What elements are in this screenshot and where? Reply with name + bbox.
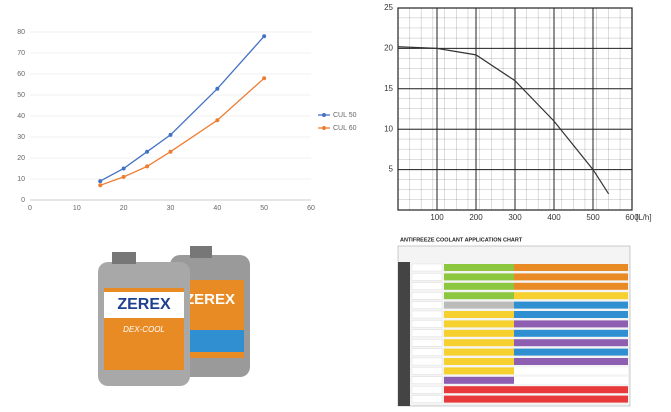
- y-tick-label: 20: [17, 155, 25, 162]
- variant: DEX-COOL: [123, 325, 165, 334]
- composite: ZEREX ZEREX DEX-COOL ANTIFREEZE COOLANT …: [0, 0, 671, 412]
- point: [98, 179, 102, 183]
- row-label: [412, 264, 442, 271]
- point: [145, 150, 149, 154]
- row-band: [444, 396, 514, 403]
- row-band: [514, 311, 628, 318]
- row-label: [412, 367, 442, 374]
- series-line: [100, 36, 264, 181]
- row-band: [444, 377, 514, 384]
- row-band: [514, 283, 628, 290]
- point: [122, 167, 126, 171]
- point: [145, 164, 149, 168]
- row-band: [514, 377, 628, 384]
- application-chart: [398, 246, 630, 406]
- x-tick-label: 200: [469, 213, 483, 222]
- product-image: ZEREX ZEREX DEX-COOL: [98, 246, 250, 386]
- row-band: [444, 358, 514, 365]
- row-band: [514, 386, 628, 393]
- y-tick-label: 40: [17, 113, 25, 120]
- point: [215, 118, 219, 122]
- brand: ZEREX: [117, 296, 171, 313]
- legend-marker: [322, 113, 326, 117]
- x-tick-label: 40: [213, 205, 221, 212]
- page: ZEREX ZEREX DEX-COOL ANTIFREEZE COOLANT …: [0, 0, 671, 412]
- row-label: [412, 339, 442, 346]
- x-tick-label: 50: [260, 205, 268, 212]
- x-axis-label: [L/h]: [636, 213, 652, 222]
- row-band: [514, 302, 628, 309]
- row-band: [514, 358, 628, 365]
- row-label: [412, 358, 442, 365]
- row-label: [412, 320, 442, 327]
- row-label: [412, 283, 442, 290]
- row-band: [514, 320, 628, 327]
- y-tick-label: 10: [384, 124, 393, 133]
- y-tick-label: 5: [389, 165, 394, 174]
- x-tick-label: 300: [508, 213, 522, 222]
- row-band: [444, 339, 514, 346]
- row-label: [412, 311, 442, 318]
- row-label: [412, 302, 442, 309]
- point: [169, 133, 173, 137]
- row-band: [514, 349, 628, 356]
- row-band: [444, 320, 514, 327]
- y-tick-label: 15: [384, 84, 393, 93]
- row-band: [444, 283, 514, 290]
- row-band: [444, 273, 514, 280]
- x-tick-label: 20: [120, 205, 128, 212]
- row-label: [412, 330, 442, 337]
- legend-marker: [322, 126, 326, 130]
- x-tick-label: 30: [167, 205, 175, 212]
- side-header: [398, 262, 410, 406]
- y-tick-label: 30: [17, 134, 25, 141]
- row-band: [444, 302, 514, 309]
- row-label: [412, 292, 442, 299]
- row-band: [514, 330, 628, 337]
- point: [215, 87, 219, 91]
- y-tick-label: 25: [384, 3, 393, 12]
- row-band: [444, 292, 514, 299]
- row-band: [444, 367, 514, 374]
- row-band: [514, 396, 628, 403]
- row-band: [514, 339, 628, 346]
- legend-label: CUL 60: [333, 125, 357, 132]
- brand: ZEREX: [185, 291, 235, 308]
- row-label: [412, 396, 442, 403]
- row-label: [412, 377, 442, 384]
- x-tick-label: 0: [28, 205, 32, 212]
- row-label: [412, 386, 442, 393]
- row-band: [514, 367, 628, 374]
- row-band: [514, 292, 628, 299]
- legend-label: CUL 50: [333, 112, 357, 119]
- row-band: [444, 386, 514, 393]
- x-tick-label: 100: [430, 213, 444, 222]
- row-label: [412, 349, 442, 356]
- x-tick-label: 400: [547, 213, 561, 222]
- row-band: [444, 311, 514, 318]
- y-tick-label: 10: [17, 176, 25, 183]
- row-label: [412, 273, 442, 280]
- y-tick-label: 0: [21, 197, 25, 204]
- point: [122, 175, 126, 179]
- y-tick-label: 80: [17, 29, 25, 36]
- y-tick-label: 20: [384, 44, 393, 53]
- row-band: [514, 273, 628, 280]
- x-tick-label: 60: [307, 205, 315, 212]
- point: [98, 183, 102, 187]
- x-tick-label: 10: [73, 205, 81, 212]
- row-band: [514, 264, 628, 271]
- y-tick-label: 60: [17, 71, 25, 78]
- point: [169, 150, 173, 154]
- row-band: [444, 349, 514, 356]
- row-band: [444, 264, 514, 271]
- row-band: [444, 330, 514, 337]
- point: [262, 34, 266, 38]
- y-tick-label: 50: [17, 92, 25, 99]
- point: [262, 76, 266, 80]
- x-tick-label: 500: [586, 213, 600, 222]
- application-chart-title: ANTIFREEZE COOLANT APPLICATION CHART: [400, 237, 523, 243]
- y-tick-label: 70: [17, 50, 25, 57]
